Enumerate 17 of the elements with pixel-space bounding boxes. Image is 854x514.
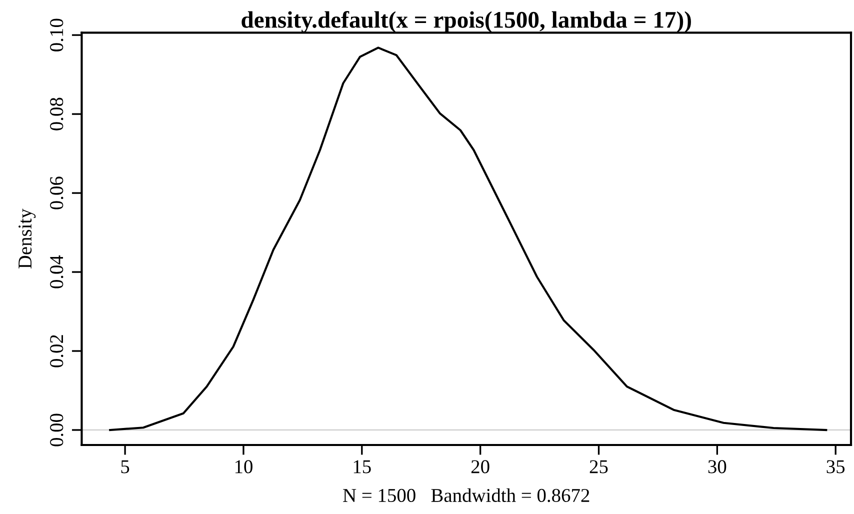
y-tick-label: 0.00	[50, 414, 64, 446]
x-tick-label: 25	[590, 460, 608, 474]
x-tick-label: 30	[708, 460, 726, 474]
x-tick-label: 5	[121, 460, 130, 474]
y-axis-title: Density	[18, 208, 36, 269]
chart-title: density.default(x = rpois(1500, lambda = 17))	[242, 10, 691, 33]
x-tick-label: 35	[826, 460, 845, 474]
x-axis-title: N = 1500 Bandwidth = 0.8672	[343, 488, 590, 502]
y-tick-label: 0.08	[50, 98, 64, 130]
line-series	[109, 46, 828, 432]
y-tick-label: 0.04	[50, 255, 64, 288]
y-tick-label: 0.02	[50, 335, 64, 368]
y-tick-label: 0.06	[50, 176, 64, 210]
x-tick-label: 10	[235, 460, 252, 474]
x-tick-label: 20	[471, 460, 490, 474]
x-tick-label: 15	[354, 460, 371, 474]
y-tick-label: 0.10	[50, 18, 64, 52]
